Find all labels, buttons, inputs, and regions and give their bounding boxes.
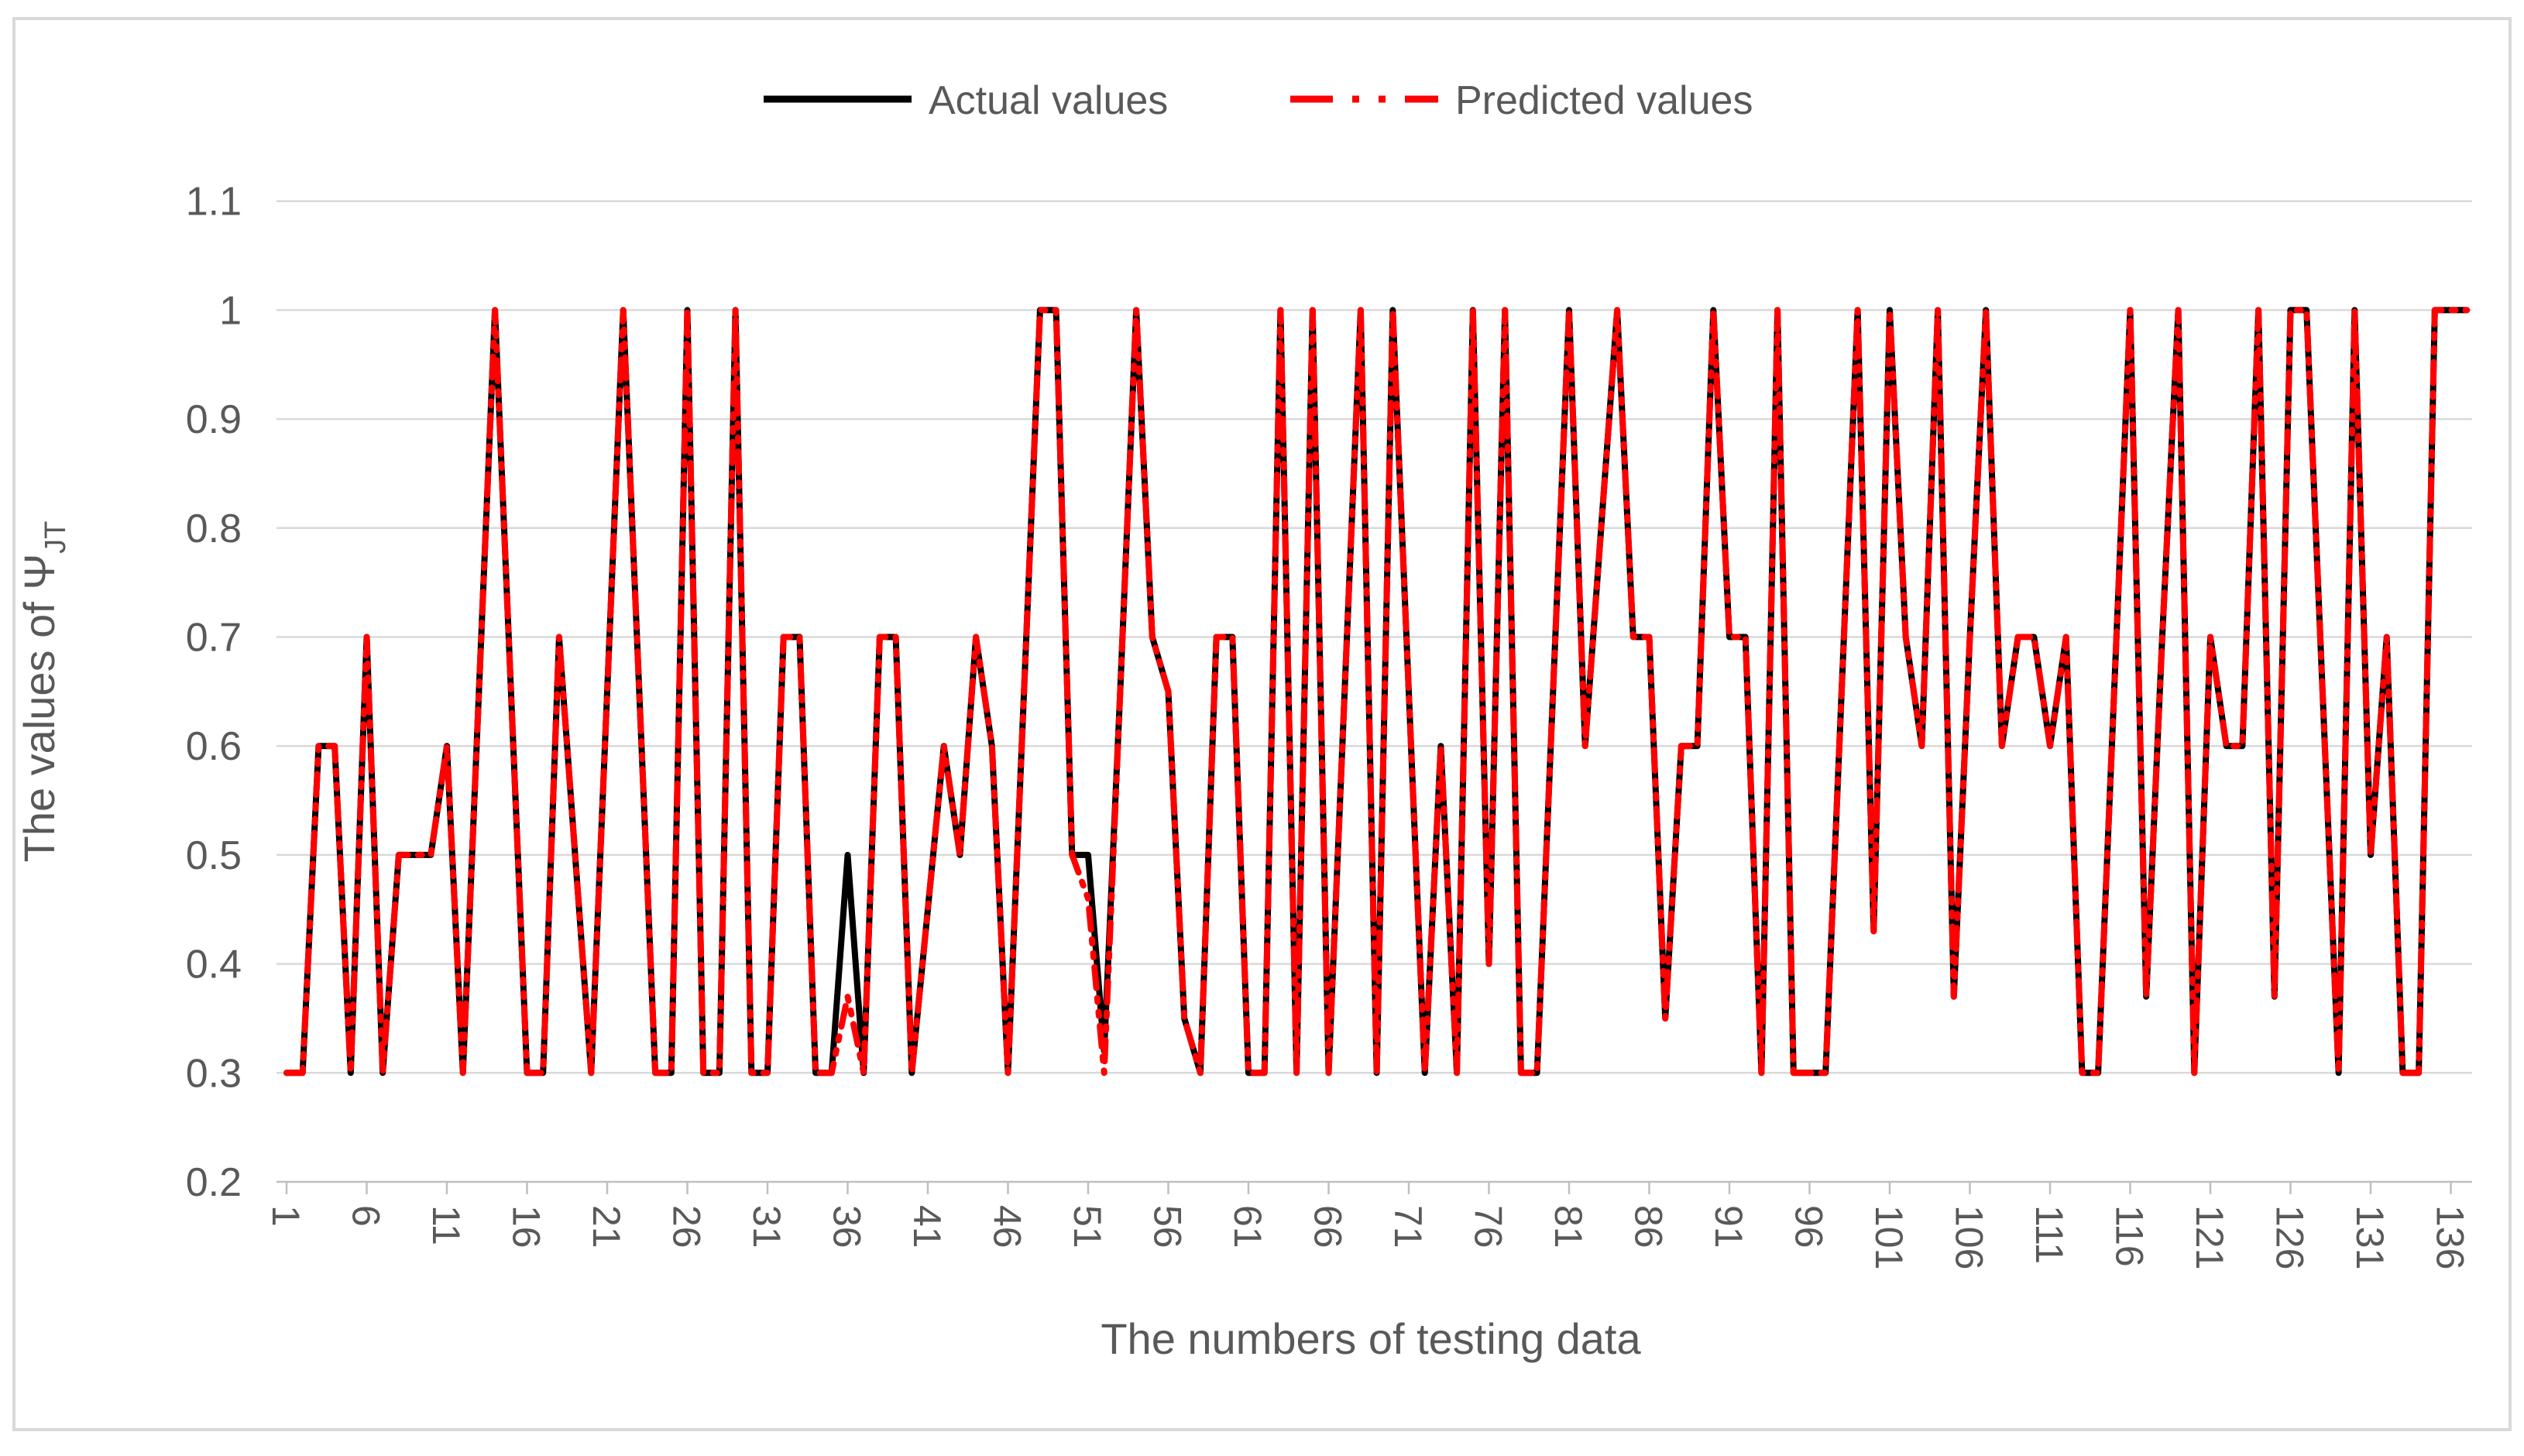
series-lines bbox=[283, 307, 2471, 1077]
y-tick-label-1.1: 1.1 bbox=[186, 180, 242, 225]
y-tick-label-0.4: 0.4 bbox=[186, 943, 242, 987]
y-tick-label-1: 1 bbox=[219, 288, 242, 333]
x-tick-label-126: 126 bbox=[2268, 1205, 2312, 1269]
y-tick-labels: 0.2 0.3 0.4 0.5 0.6 0.7 0.8 0.9 1 1.1 bbox=[186, 180, 242, 1205]
x-tick-label-101: 101 bbox=[1867, 1205, 1911, 1269]
x-tick-label-81: 81 bbox=[1547, 1205, 1590, 1248]
x-tick-label-86: 86 bbox=[1627, 1205, 1671, 1248]
gridlines bbox=[276, 200, 2472, 1183]
x-tick-label-66: 66 bbox=[1307, 1205, 1350, 1248]
x-tick-label-1: 1 bbox=[264, 1205, 307, 1227]
x-tick-label-116: 116 bbox=[2108, 1205, 2151, 1267]
y-tick-label-0.3: 0.3 bbox=[186, 1051, 242, 1096]
y-tick-label-0.2: 0.2 bbox=[186, 1160, 242, 1205]
x-tick-label-51: 51 bbox=[1066, 1205, 1109, 1248]
x-axis-ticks bbox=[285, 1182, 2452, 1194]
legend-predicted-label: Predicted values bbox=[1455, 78, 1753, 123]
y-axis-title: The values of ΨJT bbox=[15, 521, 72, 863]
x-tick-label-111: 111 bbox=[2028, 1205, 2071, 1264]
x-tick-label-46: 46 bbox=[986, 1205, 1029, 1248]
x-tick-label-21: 21 bbox=[585, 1205, 628, 1248]
x-tick-label-91: 91 bbox=[1707, 1205, 1750, 1248]
y-axis-title-text: The values of Ψ bbox=[15, 554, 64, 863]
y-tick-label-0.5: 0.5 bbox=[186, 833, 242, 878]
x-tick-label-61: 61 bbox=[1226, 1205, 1269, 1248]
x-tick-label-56: 56 bbox=[1146, 1205, 1190, 1248]
legend-actual-label: Actual values bbox=[929, 78, 1168, 123]
x-tick-label-11: 11 bbox=[424, 1205, 468, 1245]
x-tick-label-6: 6 bbox=[345, 1205, 388, 1227]
x-tick-label-96: 96 bbox=[1787, 1205, 1831, 1248]
predicted-values-line bbox=[283, 307, 2471, 1077]
y-axis-title-subscript: JT bbox=[39, 521, 72, 554]
y-tick-label-0.8: 0.8 bbox=[186, 507, 242, 551]
x-tick-label-76: 76 bbox=[1467, 1205, 1510, 1248]
x-axis-title: The numbers of testing data bbox=[1101, 1314, 1641, 1363]
x-tick-labels: 1 6 11 16 21 26 31 36 41 46 51 56 61 66 71 76 81 86 91 96 10… bbox=[264, 1205, 2472, 1269]
svg-text:The values of ΨJT: The values of ΨJT bbox=[15, 521, 72, 863]
x-tick-label-106: 106 bbox=[1948, 1205, 1991, 1269]
y-tick-label-0.7: 0.7 bbox=[186, 616, 242, 661]
figure-border bbox=[12, 17, 2512, 1431]
x-tick-label-136: 136 bbox=[2429, 1205, 2472, 1269]
x-tick-label-121: 121 bbox=[2188, 1205, 2231, 1269]
x-tick-label-41: 41 bbox=[905, 1205, 949, 1248]
x-tick-label-71: 71 bbox=[1386, 1205, 1430, 1248]
x-tick-label-131: 131 bbox=[2348, 1205, 2392, 1269]
y-tick-label-0.6: 0.6 bbox=[186, 724, 242, 769]
y-tick-label-0.9: 0.9 bbox=[186, 397, 242, 442]
x-tick-label-16: 16 bbox=[505, 1205, 548, 1248]
x-tick-label-36: 36 bbox=[826, 1205, 869, 1248]
x-tick-label-31: 31 bbox=[745, 1205, 788, 1248]
x-tick-label-26: 26 bbox=[665, 1205, 709, 1248]
legend: Actual values Predicted values bbox=[764, 78, 1753, 123]
